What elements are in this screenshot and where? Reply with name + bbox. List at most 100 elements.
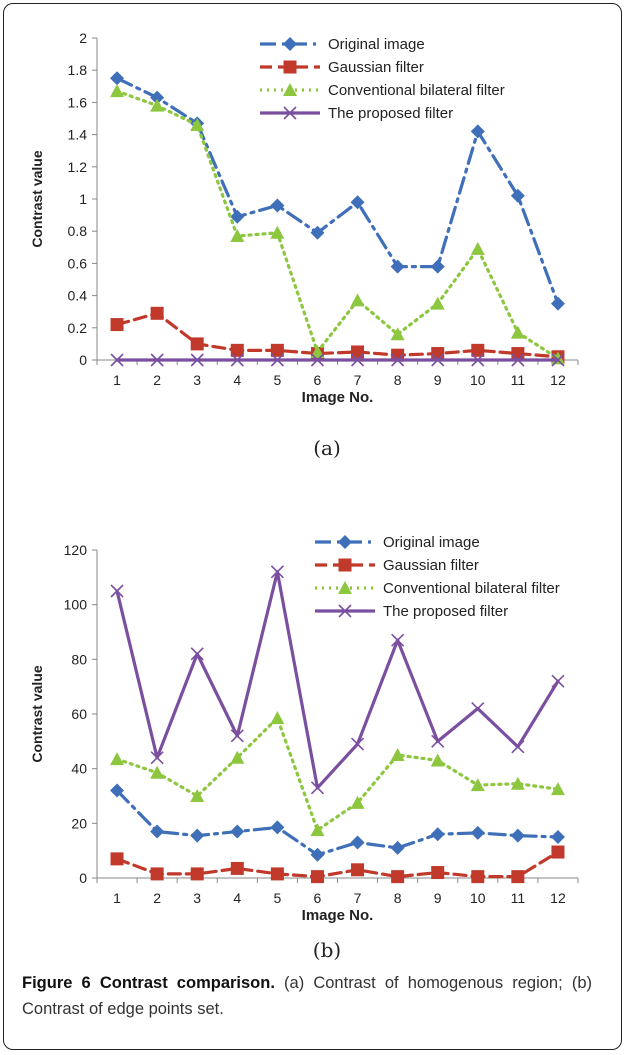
- legend-label: The proposed filter: [328, 105, 453, 122]
- data-point: [230, 729, 244, 743]
- data-point: [110, 852, 124, 866]
- x-stroke-2: [431, 734, 445, 748]
- x-stroke-2: [551, 353, 565, 367]
- x-stroke-2: [338, 604, 352, 618]
- data-point: [431, 347, 445, 361]
- series-line: [115, 850, 560, 879]
- legend-label: Conventional bilateral filter: [328, 82, 505, 99]
- series-the-proposed-filter: [110, 353, 565, 367]
- data-point: [230, 861, 244, 875]
- series-line: [115, 716, 560, 832]
- data-point: [470, 778, 485, 792]
- data-point: [390, 259, 405, 274]
- data-point: [310, 847, 325, 862]
- data-point: [350, 293, 365, 307]
- data-point: [350, 195, 365, 210]
- data-point: [190, 828, 205, 843]
- y-tick-label: 80: [71, 651, 87, 667]
- data-point: [511, 353, 525, 367]
- data-point: [511, 347, 525, 361]
- x-stroke-2: [110, 584, 124, 598]
- y-axis-label: Contrast value: [29, 150, 45, 247]
- data-point: [270, 225, 285, 239]
- data-point: [190, 789, 205, 802]
- legend-marker: [283, 37, 297, 51]
- x-stroke-2: [391, 633, 405, 647]
- y-tick-label: 1: [79, 191, 87, 207]
- data-point: [230, 824, 245, 839]
- legend-label: The proposed filter: [383, 603, 508, 620]
- x-tick-label: 5: [273, 372, 281, 388]
- legend-marker: [338, 581, 352, 594]
- panel-label: (a): [313, 436, 341, 460]
- y-tick-label: 0.8: [68, 223, 88, 239]
- data-point: [551, 353, 565, 367]
- data-point: [270, 565, 284, 579]
- data-point: [150, 765, 165, 779]
- x-tick-label: 11: [511, 890, 526, 906]
- legend-marker: [338, 604, 352, 618]
- data-point: [230, 353, 244, 367]
- legend-marker: [283, 83, 297, 96]
- data-point: [550, 296, 565, 311]
- data-point: [110, 318, 124, 332]
- series-gaussian-filter: [110, 845, 565, 884]
- x-tick-label: 9: [434, 372, 442, 388]
- y-axis-label: Contrast value: [29, 665, 45, 762]
- data-point: [430, 827, 445, 842]
- data-point: [390, 840, 405, 855]
- data-point: [150, 90, 165, 105]
- data-point: [150, 306, 164, 320]
- data-point: [190, 867, 204, 881]
- data-point: [351, 345, 365, 359]
- legend-label: Gaussian filter: [383, 557, 479, 574]
- series-original-image: [110, 783, 565, 862]
- data-point: [150, 98, 165, 112]
- data-point: [230, 229, 245, 243]
- x-tick-label: 8: [394, 890, 402, 906]
- x-stroke-2: [431, 353, 445, 367]
- data-point: [150, 751, 164, 765]
- data-point: [430, 296, 445, 310]
- x-stroke-2: [350, 353, 365, 367]
- series-the-proposed-filter: [110, 565, 565, 795]
- x-tick-label: 1: [113, 890, 121, 906]
- plot-area: 00.20.40.60.811.21.41.61.821 2 3 4 5 6 7 8 9 10 11…: [29, 30, 579, 406]
- data-point: [310, 353, 325, 367]
- data-point: [270, 198, 285, 213]
- x-axis-label: Image No.: [302, 907, 374, 924]
- series-line: [115, 311, 560, 359]
- data-point: [110, 783, 125, 798]
- series-line: [115, 570, 560, 790]
- x-stroke-2: [471, 353, 485, 367]
- data-point: [470, 124, 485, 139]
- data-point: [390, 327, 405, 341]
- data-point: [551, 674, 565, 688]
- x-stroke-2: [150, 353, 164, 367]
- data-point: [310, 225, 325, 240]
- y-tick-label: 60: [71, 706, 87, 722]
- x-stroke-2: [283, 106, 297, 120]
- x-stroke-2: [270, 565, 284, 579]
- data-point: [430, 753, 445, 767]
- data-point: [230, 209, 245, 224]
- data-point: [110, 353, 124, 367]
- data-point: [391, 870, 405, 884]
- data-point: [190, 647, 204, 661]
- data-point: [310, 823, 325, 837]
- legend-label: Original image: [383, 534, 480, 551]
- x-stroke-2: [230, 729, 244, 743]
- y-tick-label: 0.4: [68, 288, 88, 304]
- x-stroke-2: [471, 701, 485, 716]
- x-stroke-2: [391, 353, 405, 367]
- data-point: [190, 117, 205, 131]
- data-point: [430, 259, 445, 274]
- y-tick-label: 40: [71, 761, 87, 777]
- data-point: [551, 845, 565, 859]
- data-point: [310, 344, 325, 358]
- x-stroke-2: [310, 353, 325, 367]
- legend-marker: [283, 106, 297, 120]
- x-stroke-2: [350, 737, 365, 751]
